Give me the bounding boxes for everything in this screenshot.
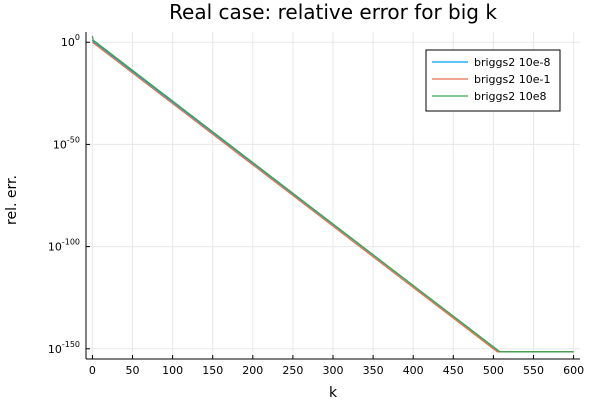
- y-tick-label: 10-150: [48, 340, 80, 356]
- legend: briggs2 10e-8 briggs2 10e-1 briggs2 10e8: [425, 49, 561, 112]
- y-tick-label: 100: [61, 33, 80, 49]
- x-tick-label: 500: [483, 364, 504, 377]
- x-tick-label: 50: [126, 364, 140, 377]
- legend-label: briggs2 10e-1: [474, 73, 550, 86]
- x-tick-label: 550: [523, 364, 544, 377]
- plot-area: [91, 35, 574, 353]
- x-tick-label: 350: [363, 364, 384, 377]
- x-tick-label: 300: [323, 364, 344, 377]
- x-tick-label: 600: [563, 364, 584, 377]
- x-tick-label: 0: [89, 364, 96, 377]
- chart-title: Real case: relative error for big k: [169, 0, 497, 24]
- legend-box: [425, 49, 561, 112]
- legend-label: briggs2 10e8: [474, 90, 547, 103]
- x-tick-label: 200: [242, 364, 263, 377]
- x-tick-label: 150: [202, 364, 223, 377]
- axes: [85, 32, 580, 360]
- y-tick-label: 10-100: [48, 238, 80, 254]
- x-tick-label: 400: [403, 364, 424, 377]
- y-axis-label: rel. err.: [4, 175, 20, 225]
- x-tick-label: 450: [443, 364, 464, 377]
- y-tick-label: 10-50: [53, 135, 80, 151]
- x-axis-label: k: [329, 385, 338, 400]
- legend-label: briggs2 10e-8: [474, 56, 550, 69]
- x-tick-label: 100: [162, 364, 183, 377]
- series-line-3: [91, 35, 574, 353]
- tick-labels: 0 50 100 150 200 250 300 350 400 450 500 550 600 100 1…: [48, 33, 584, 377]
- x-tick-label: 250: [282, 364, 303, 377]
